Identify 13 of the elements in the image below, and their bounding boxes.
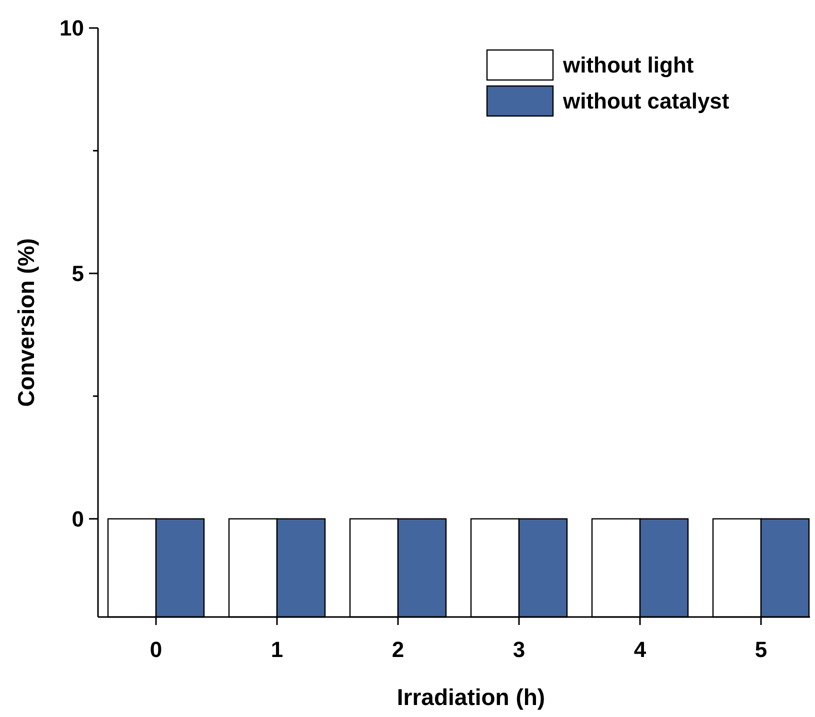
y-tick-label: 5 <box>72 261 84 286</box>
x-tick-label: 3 <box>512 637 526 662</box>
y-tick-label: 10 <box>60 16 84 41</box>
x-tick-label: 2 <box>392 637 404 662</box>
x-tick-label: 1 <box>270 637 284 662</box>
legend-label: without catalyst <box>562 88 730 114</box>
x-tick-label: 5 <box>754 637 768 662</box>
x-tick-label: 4 <box>634 637 647 662</box>
x-axis-title: Irradiation (h) <box>396 684 546 710</box>
y-axis-title: Conversion (%) <box>13 238 39 407</box>
legend-label: without light <box>562 52 694 78</box>
y-tick-label: 0 <box>72 506 84 532</box>
x-tick-label: 0 <box>150 637 162 662</box>
